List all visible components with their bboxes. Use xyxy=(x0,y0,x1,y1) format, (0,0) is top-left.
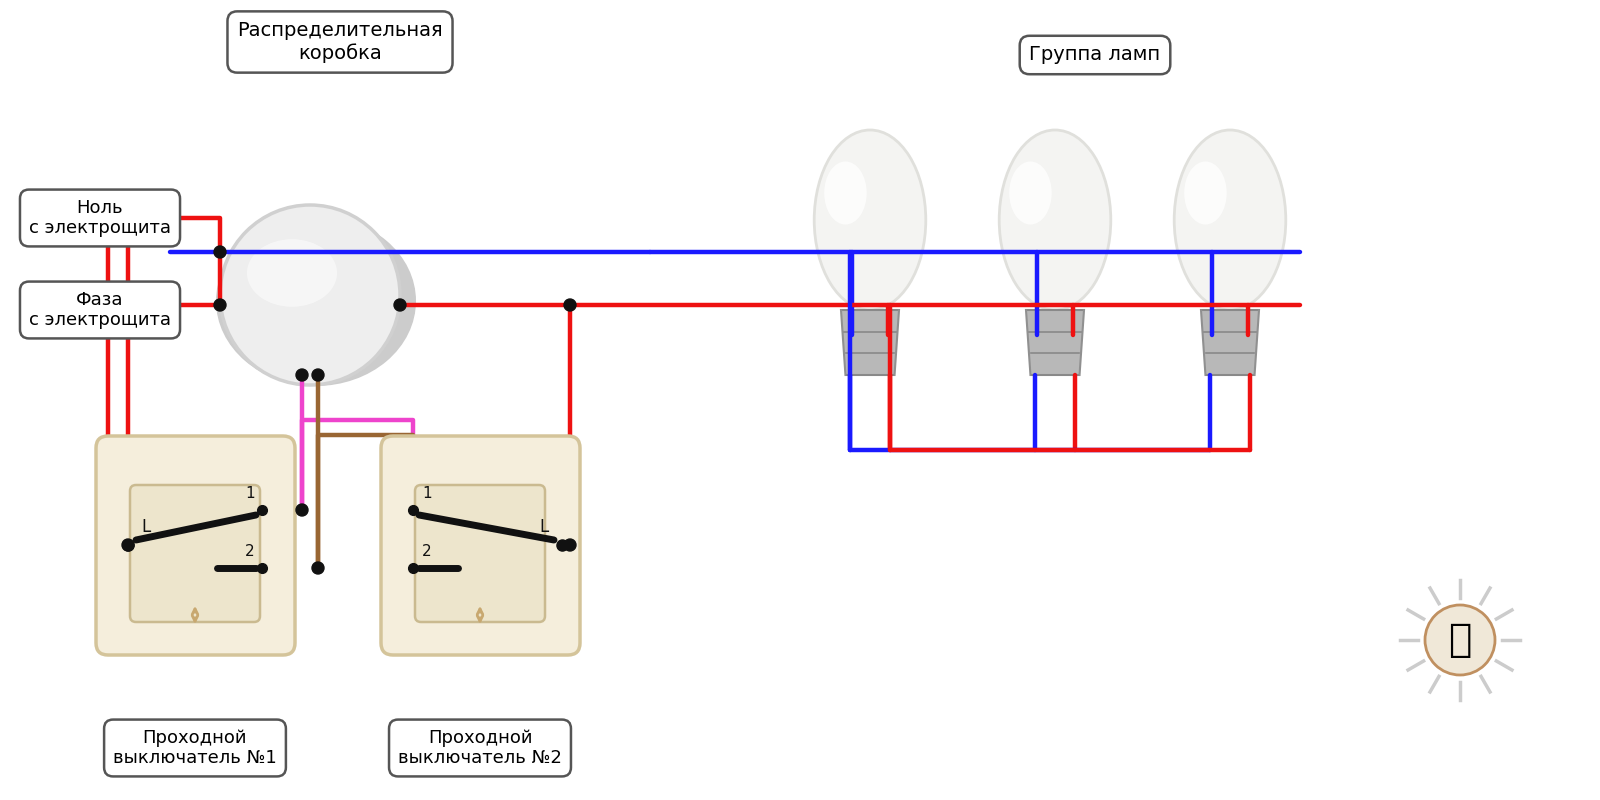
Ellipse shape xyxy=(1184,162,1227,225)
Polygon shape xyxy=(1026,310,1085,375)
Text: 🤌: 🤌 xyxy=(1448,621,1472,659)
Ellipse shape xyxy=(1010,162,1051,225)
Ellipse shape xyxy=(824,162,867,225)
Text: 1: 1 xyxy=(245,486,254,502)
Circle shape xyxy=(221,205,400,385)
FancyBboxPatch shape xyxy=(130,485,259,622)
FancyBboxPatch shape xyxy=(96,436,294,655)
Ellipse shape xyxy=(216,216,416,386)
Text: Ноль
с электрощита: Ноль с электрощита xyxy=(29,198,171,238)
Text: Группа ламп: Группа ламп xyxy=(1029,46,1160,65)
FancyBboxPatch shape xyxy=(414,485,546,622)
Ellipse shape xyxy=(1174,130,1286,310)
Text: Распределительная
коробка: Распределительная коробка xyxy=(237,21,443,63)
Circle shape xyxy=(214,299,226,311)
Circle shape xyxy=(296,369,307,381)
Ellipse shape xyxy=(814,130,926,310)
Circle shape xyxy=(563,539,576,551)
Ellipse shape xyxy=(998,130,1110,310)
Circle shape xyxy=(296,504,307,516)
Polygon shape xyxy=(842,310,899,375)
Text: 1: 1 xyxy=(422,486,432,502)
Circle shape xyxy=(394,299,406,311)
Polygon shape xyxy=(1202,310,1259,375)
Ellipse shape xyxy=(246,239,338,306)
Circle shape xyxy=(312,562,323,574)
Circle shape xyxy=(214,246,226,258)
Circle shape xyxy=(312,369,323,381)
Text: Фаза
с электрощита: Фаза с электрощита xyxy=(29,290,171,330)
Text: 2: 2 xyxy=(422,545,432,559)
Text: L: L xyxy=(539,518,549,536)
Text: Проходной
выключатель №2: Проходной выключатель №2 xyxy=(398,729,562,767)
Text: L: L xyxy=(141,518,150,536)
FancyBboxPatch shape xyxy=(381,436,579,655)
Text: Проходной
выключатель №1: Проходной выключатель №1 xyxy=(114,729,277,767)
Text: 2: 2 xyxy=(245,545,254,559)
Circle shape xyxy=(122,539,134,551)
Circle shape xyxy=(1426,605,1494,675)
Circle shape xyxy=(563,299,576,311)
